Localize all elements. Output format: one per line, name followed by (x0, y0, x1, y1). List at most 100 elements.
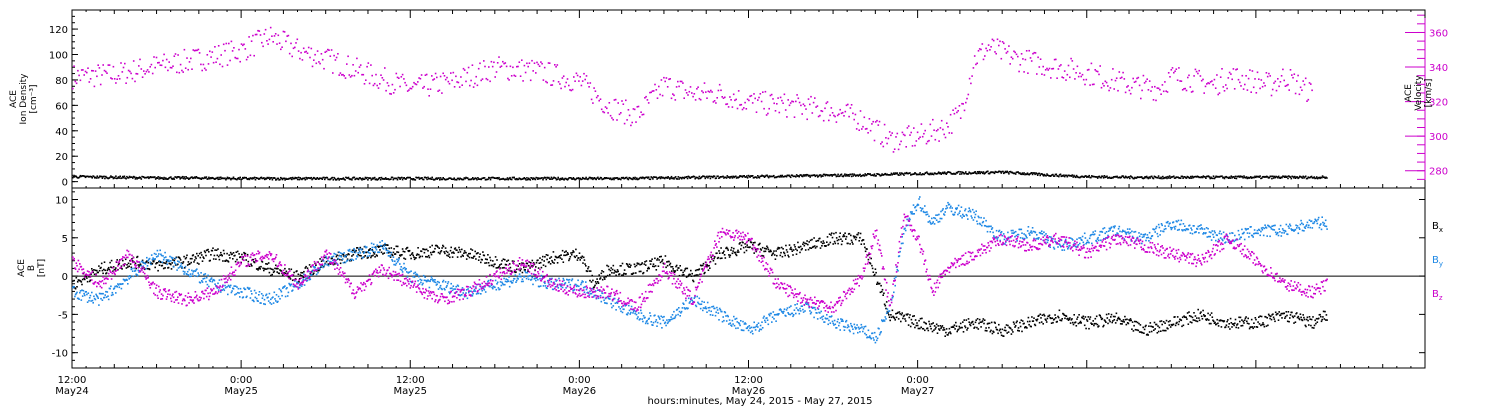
bx-series-point (470, 256, 473, 259)
density-series-point (581, 176, 584, 179)
bx-series-point (850, 239, 853, 242)
density-series-point (756, 177, 758, 179)
density-series-point (203, 177, 205, 180)
bx-series-point (457, 251, 460, 254)
velocity-series-point (981, 43, 984, 45)
density-series-point (164, 178, 166, 180)
bx-series-point (444, 247, 447, 249)
bx-series-point (1103, 324, 1105, 327)
by-series-point (418, 283, 421, 285)
density-series-point (1033, 172, 1036, 174)
by-series-point (441, 288, 443, 291)
bx-series-point (783, 252, 786, 255)
bx-series-point (1230, 322, 1233, 324)
velocity-series-point (640, 111, 642, 113)
bx-series-point (791, 250, 794, 252)
bx-series-point (699, 273, 701, 276)
bx-series-point (1007, 331, 1010, 333)
density-series-point (743, 175, 745, 177)
density-series-point (722, 175, 724, 178)
velocity-series-point (706, 97, 708, 99)
bx-series-point (388, 247, 390, 250)
density-series-point (684, 176, 686, 178)
density-series-point (1284, 175, 1287, 178)
velocity-series-point (588, 86, 590, 88)
density-series-point (1303, 177, 1305, 179)
density-series-point (522, 177, 525, 180)
velocity-series-point (754, 97, 756, 100)
density-series-point (1000, 172, 1003, 174)
by-series-point (332, 259, 334, 261)
velocity-series-point (929, 123, 932, 126)
velocity-series-point (972, 67, 975, 69)
bx-series-point (674, 270, 677, 272)
bx-series-point (518, 263, 521, 265)
bx-series-point (599, 277, 602, 279)
bx-series-point (760, 249, 763, 251)
bx-series-point (999, 328, 1001, 331)
density-series-point (720, 176, 723, 178)
velocity-series-point (535, 72, 537, 74)
velocity-series-point (370, 64, 372, 66)
bx-series-point (1311, 326, 1314, 329)
density-series-point (1282, 175, 1285, 178)
bx-series-point (900, 320, 902, 323)
velocity-series-point (1075, 72, 1077, 74)
bx-series-point (907, 324, 910, 326)
velocity-series-point (602, 110, 604, 113)
by-series-point (322, 266, 324, 269)
density-series-point (780, 176, 783, 178)
by-series-point (253, 289, 256, 292)
density-series-point (315, 178, 318, 180)
bx-series-point (164, 267, 166, 269)
by-series-point (181, 265, 183, 268)
density-series-point (442, 177, 444, 179)
bx-series-point (666, 261, 668, 263)
density-series-point (1100, 176, 1102, 179)
bx-series-point (767, 248, 770, 251)
density-series-point (882, 174, 884, 176)
bx-series-point (1252, 327, 1254, 330)
bx-series-point (552, 251, 555, 253)
velocity-series-point (984, 55, 986, 57)
bx-series-point (452, 251, 455, 253)
velocity-series-point (106, 72, 108, 74)
density-series-point (1236, 175, 1238, 178)
velocity-series-point (1302, 80, 1304, 82)
velocity-series-point (1260, 79, 1263, 81)
bx-series-point (930, 327, 932, 330)
top-left-tick-label: 40 (55, 127, 68, 138)
by-series-point (197, 272, 199, 274)
by-series-point (403, 266, 406, 269)
velocity-series-point (820, 110, 822, 112)
density-series-point (973, 171, 975, 174)
velocity-series-point (96, 75, 98, 78)
density-series-point (706, 175, 708, 178)
density-series-point (839, 175, 841, 177)
bx-series-point (763, 250, 765, 253)
velocity-series-point (1013, 50, 1015, 53)
by-series-point (198, 274, 200, 276)
density-series-point (1171, 176, 1173, 178)
velocity-series-point (966, 97, 968, 100)
density-series-point (1213, 177, 1216, 180)
bx-series-point (1146, 333, 1149, 336)
bx-series-point (924, 329, 926, 332)
bx-series-point (1238, 316, 1240, 319)
velocity-series-point (669, 78, 671, 80)
velocity-series-point (117, 75, 120, 77)
bx-series-point (93, 269, 95, 271)
density-series-point (696, 176, 699, 179)
density-series-point (322, 176, 324, 179)
velocity-series-point (323, 67, 325, 70)
by-series-point (112, 293, 114, 296)
bx-series-point (1043, 315, 1046, 317)
density-series-point (1270, 175, 1272, 178)
bx-series-point (442, 244, 444, 247)
density-series-point (123, 175, 126, 178)
bx-series-point (451, 252, 453, 254)
density-series-point (77, 177, 80, 179)
density-series-point (1257, 175, 1260, 178)
bx-series-point (88, 276, 90, 278)
density-series-point (782, 176, 784, 178)
